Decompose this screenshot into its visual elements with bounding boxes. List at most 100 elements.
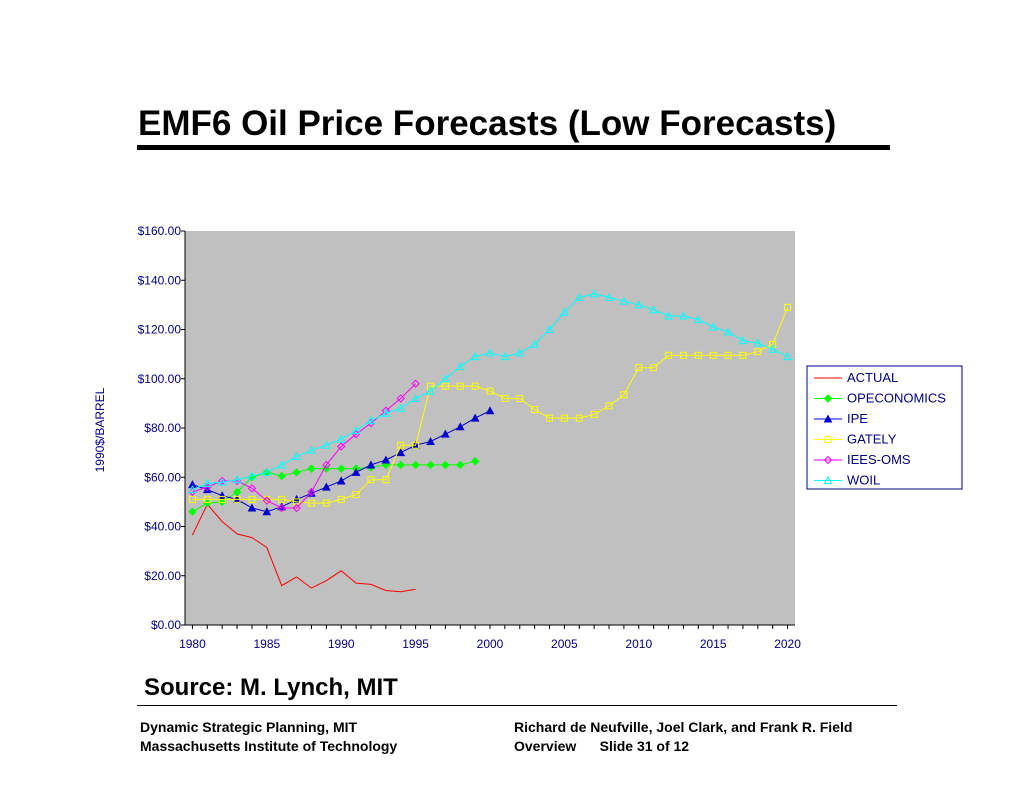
legend-label-actual: ACTUAL bbox=[847, 370, 898, 385]
data-point-iees-oms bbox=[337, 442, 346, 451]
data-point-woil bbox=[768, 344, 778, 353]
legend-label-woil: WOIL bbox=[847, 473, 880, 488]
data-point-gately bbox=[203, 495, 211, 503]
data-point-gately bbox=[263, 495, 271, 503]
y-tick-label: $80.00 bbox=[144, 421, 181, 435]
data-point-ipe bbox=[322, 482, 331, 491]
data-point-woil bbox=[738, 336, 748, 345]
data-point-iees-oms bbox=[396, 394, 405, 403]
data-point-gately bbox=[665, 351, 673, 359]
data-point-gately bbox=[218, 495, 226, 503]
data-point-gately bbox=[322, 499, 330, 507]
data-point-gately bbox=[546, 414, 554, 422]
data-point-gately bbox=[441, 382, 449, 390]
footer-left: Dynamic Strategic Planning, MIT Massachu… bbox=[140, 718, 397, 756]
y-tick-label: $0.00 bbox=[151, 618, 181, 632]
series-gately bbox=[188, 303, 792, 507]
data-point-gately bbox=[709, 351, 717, 359]
data-point-opeconomics bbox=[292, 468, 301, 477]
data-point-ipe bbox=[262, 507, 272, 516]
source-credit: Source: M. Lynch, MIT bbox=[144, 674, 398, 701]
data-point-woil bbox=[455, 361, 465, 370]
data-point-woil bbox=[723, 327, 733, 336]
series-woil bbox=[188, 289, 792, 494]
legend-marker-opeconomics bbox=[823, 394, 833, 403]
data-point-woil bbox=[530, 339, 539, 348]
data-point-woil bbox=[366, 416, 376, 425]
data-point-opeconomics bbox=[217, 497, 227, 507]
footer-slide-number: Slide 31 of 12 bbox=[599, 738, 690, 754]
data-point-opeconomics bbox=[441, 460, 450, 470]
data-point-opeconomics bbox=[188, 507, 197, 516]
x-tick-label: 1995 bbox=[402, 637, 429, 651]
data-point-iees-oms bbox=[277, 503, 286, 513]
legend-marker-iees-oms bbox=[823, 455, 833, 465]
data-point-gately bbox=[769, 340, 777, 348]
footer-divider bbox=[137, 705, 897, 706]
x-tick-label: 2020 bbox=[774, 637, 801, 651]
data-point-woil bbox=[604, 292, 614, 301]
data-point-gately bbox=[650, 364, 658, 372]
series-line-actual bbox=[191, 503, 416, 593]
data-point-opeconomics bbox=[337, 464, 346, 473]
data-point-gately bbox=[590, 410, 598, 418]
data-point-woil bbox=[500, 352, 510, 361]
data-point-woil bbox=[441, 374, 450, 383]
data-point-woil bbox=[381, 408, 391, 417]
data-point-gately bbox=[188, 495, 196, 503]
data-point-gately bbox=[486, 387, 494, 395]
series-layer bbox=[188, 289, 792, 593]
data-point-woil bbox=[336, 434, 346, 443]
legend-label-gately: GATELY bbox=[847, 432, 897, 447]
data-point-gately bbox=[278, 495, 286, 503]
data-point-opeconomics bbox=[470, 457, 480, 466]
x-tick-label: 2010 bbox=[625, 637, 652, 651]
data-point-gately bbox=[397, 441, 405, 449]
data-point-ipe bbox=[470, 413, 480, 422]
data-point-gately bbox=[605, 402, 613, 410]
data-point-opeconomics bbox=[307, 464, 316, 473]
data-point-gately bbox=[501, 394, 509, 402]
data-point-woil bbox=[247, 471, 257, 480]
legend-label-ipe: IPE bbox=[847, 411, 868, 426]
data-point-woil bbox=[589, 289, 599, 298]
data-point-gately bbox=[531, 406, 539, 414]
data-point-woil bbox=[679, 311, 688, 320]
x-tick-label: 2015 bbox=[700, 637, 727, 651]
data-point-iees-oms bbox=[247, 484, 257, 493]
plot-area bbox=[185, 231, 795, 625]
data-point-woil bbox=[307, 445, 316, 454]
data-point-gately bbox=[635, 364, 643, 372]
data-point-gately bbox=[337, 495, 345, 503]
data-point-gately bbox=[560, 414, 568, 422]
data-point-woil bbox=[351, 425, 361, 434]
data-point-woil bbox=[634, 300, 644, 309]
data-point-opeconomics bbox=[456, 460, 465, 470]
y-tick-label: $120.00 bbox=[138, 323, 182, 337]
data-point-opeconomics bbox=[411, 460, 420, 470]
y-tick-label: $140.00 bbox=[138, 273, 182, 287]
data-point-iees-oms bbox=[262, 496, 272, 505]
y-tick-label: $100.00 bbox=[138, 372, 182, 386]
data-point-ipe bbox=[351, 467, 361, 476]
data-point-ipe bbox=[366, 460, 376, 469]
data-point-iees-oms bbox=[322, 460, 331, 470]
y-axis-label: 1990$/BARREL bbox=[93, 387, 107, 472]
data-point-gately bbox=[471, 382, 479, 390]
footer-course: Dynamic Strategic Planning, MIT bbox=[140, 719, 358, 735]
data-point-iees-oms bbox=[217, 476, 227, 486]
data-point-gately bbox=[307, 499, 315, 507]
data-point-woil bbox=[619, 296, 629, 305]
data-point-woil bbox=[708, 322, 718, 331]
data-point-gately bbox=[233, 495, 241, 503]
data-point-gately bbox=[382, 476, 390, 484]
data-point-woil bbox=[262, 467, 272, 476]
data-point-iees-oms bbox=[381, 406, 391, 415]
data-point-gately bbox=[679, 351, 687, 359]
data-point-ipe bbox=[336, 476, 346, 485]
data-point-woil bbox=[783, 352, 792, 361]
data-point-gately bbox=[516, 394, 524, 402]
footer-right: Richard de Neufville, Joel Clark, and Fr… bbox=[514, 718, 852, 756]
data-point-ipe bbox=[455, 422, 465, 431]
